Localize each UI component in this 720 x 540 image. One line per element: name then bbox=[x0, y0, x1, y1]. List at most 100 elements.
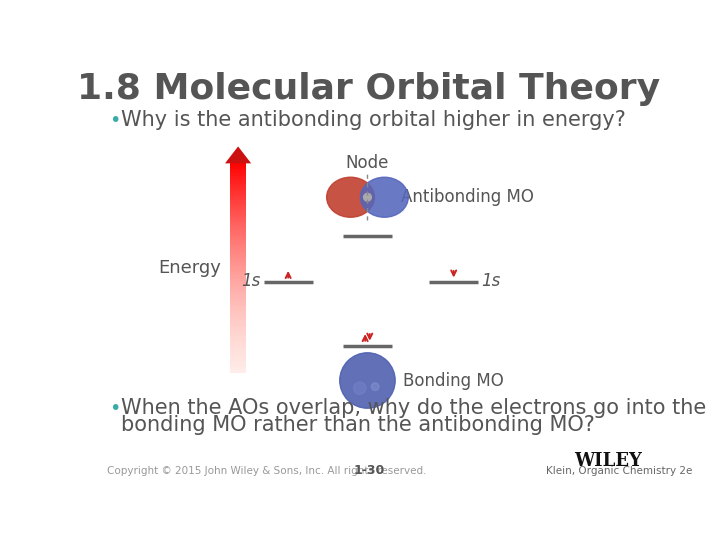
Polygon shape bbox=[230, 242, 246, 244]
Polygon shape bbox=[225, 146, 251, 164]
Polygon shape bbox=[230, 226, 246, 228]
Polygon shape bbox=[230, 235, 246, 237]
Polygon shape bbox=[230, 202, 246, 204]
Polygon shape bbox=[230, 324, 246, 326]
Polygon shape bbox=[230, 165, 246, 167]
Polygon shape bbox=[230, 333, 246, 334]
Polygon shape bbox=[230, 254, 246, 256]
Polygon shape bbox=[230, 197, 246, 198]
Polygon shape bbox=[230, 343, 246, 345]
Polygon shape bbox=[230, 336, 246, 338]
Polygon shape bbox=[230, 322, 246, 324]
Polygon shape bbox=[230, 354, 246, 355]
Polygon shape bbox=[230, 310, 246, 312]
Polygon shape bbox=[230, 315, 246, 317]
Polygon shape bbox=[230, 186, 246, 188]
Polygon shape bbox=[230, 200, 246, 202]
Polygon shape bbox=[230, 179, 246, 181]
Polygon shape bbox=[230, 345, 246, 347]
Polygon shape bbox=[230, 238, 246, 240]
Polygon shape bbox=[230, 329, 246, 331]
Polygon shape bbox=[230, 301, 246, 303]
Ellipse shape bbox=[361, 177, 408, 217]
Polygon shape bbox=[230, 293, 246, 294]
Polygon shape bbox=[230, 291, 246, 293]
Polygon shape bbox=[230, 207, 246, 209]
Polygon shape bbox=[230, 268, 246, 270]
Polygon shape bbox=[230, 300, 246, 301]
Polygon shape bbox=[230, 195, 246, 197]
Polygon shape bbox=[230, 284, 246, 286]
Polygon shape bbox=[230, 252, 246, 254]
Polygon shape bbox=[230, 362, 246, 364]
Polygon shape bbox=[230, 183, 246, 184]
Polygon shape bbox=[230, 215, 246, 218]
Polygon shape bbox=[230, 338, 246, 340]
Polygon shape bbox=[230, 232, 246, 233]
Polygon shape bbox=[230, 205, 246, 207]
Circle shape bbox=[340, 353, 395, 408]
Polygon shape bbox=[230, 191, 246, 193]
Text: 1s: 1s bbox=[241, 272, 261, 290]
Polygon shape bbox=[230, 245, 246, 247]
Text: Bonding MO: Bonding MO bbox=[403, 372, 503, 389]
Polygon shape bbox=[230, 286, 246, 287]
Polygon shape bbox=[230, 214, 246, 215]
Polygon shape bbox=[230, 168, 246, 170]
Polygon shape bbox=[230, 350, 246, 352]
Polygon shape bbox=[230, 287, 246, 289]
Polygon shape bbox=[230, 230, 246, 232]
Text: WILEY: WILEY bbox=[574, 451, 642, 470]
Text: bonding MO rather than the antibonding MO?: bonding MO rather than the antibonding M… bbox=[121, 415, 595, 435]
Polygon shape bbox=[230, 371, 246, 373]
Circle shape bbox=[372, 383, 379, 390]
Polygon shape bbox=[230, 277, 246, 279]
Text: Klein, Organic Chemistry 2e: Klein, Organic Chemistry 2e bbox=[546, 467, 693, 476]
Polygon shape bbox=[230, 164, 246, 165]
Polygon shape bbox=[230, 184, 246, 186]
Polygon shape bbox=[230, 308, 246, 310]
Polygon shape bbox=[230, 352, 246, 354]
Polygon shape bbox=[230, 193, 246, 195]
Polygon shape bbox=[230, 364, 246, 366]
Polygon shape bbox=[230, 331, 246, 333]
Polygon shape bbox=[230, 294, 246, 296]
Polygon shape bbox=[230, 361, 246, 362]
Polygon shape bbox=[230, 275, 246, 277]
Polygon shape bbox=[230, 259, 246, 261]
Polygon shape bbox=[230, 218, 246, 219]
Polygon shape bbox=[230, 225, 246, 226]
Polygon shape bbox=[230, 219, 246, 221]
Circle shape bbox=[354, 382, 366, 394]
Polygon shape bbox=[230, 204, 246, 205]
Polygon shape bbox=[230, 258, 246, 259]
Text: When the AOs overlap, why do the electrons go into the: When the AOs overlap, why do the electro… bbox=[121, 398, 706, 418]
Polygon shape bbox=[230, 296, 246, 298]
Circle shape bbox=[364, 193, 372, 201]
Text: 1.8 Molecular Orbital Theory: 1.8 Molecular Orbital Theory bbox=[78, 72, 660, 106]
Polygon shape bbox=[230, 272, 246, 273]
Polygon shape bbox=[230, 303, 246, 305]
Polygon shape bbox=[230, 247, 246, 249]
Ellipse shape bbox=[327, 177, 374, 217]
Polygon shape bbox=[230, 366, 246, 368]
Polygon shape bbox=[230, 244, 246, 245]
Polygon shape bbox=[230, 319, 246, 320]
Text: Copyright © 2015 John Wiley & Sons, Inc. All rights reserved.: Copyright © 2015 John Wiley & Sons, Inc.… bbox=[107, 465, 427, 476]
Polygon shape bbox=[230, 181, 246, 183]
Text: Antibonding MO: Antibonding MO bbox=[400, 188, 534, 206]
Polygon shape bbox=[230, 240, 246, 242]
Polygon shape bbox=[230, 273, 246, 275]
Polygon shape bbox=[230, 282, 246, 284]
Polygon shape bbox=[230, 176, 246, 177]
Polygon shape bbox=[230, 221, 246, 222]
Polygon shape bbox=[230, 340, 246, 341]
Polygon shape bbox=[230, 233, 246, 235]
Polygon shape bbox=[230, 211, 246, 212]
Polygon shape bbox=[230, 313, 246, 315]
Polygon shape bbox=[230, 341, 246, 343]
Polygon shape bbox=[230, 263, 246, 265]
Text: 1-30: 1-30 bbox=[354, 464, 384, 477]
Polygon shape bbox=[230, 209, 246, 211]
Polygon shape bbox=[230, 228, 246, 230]
